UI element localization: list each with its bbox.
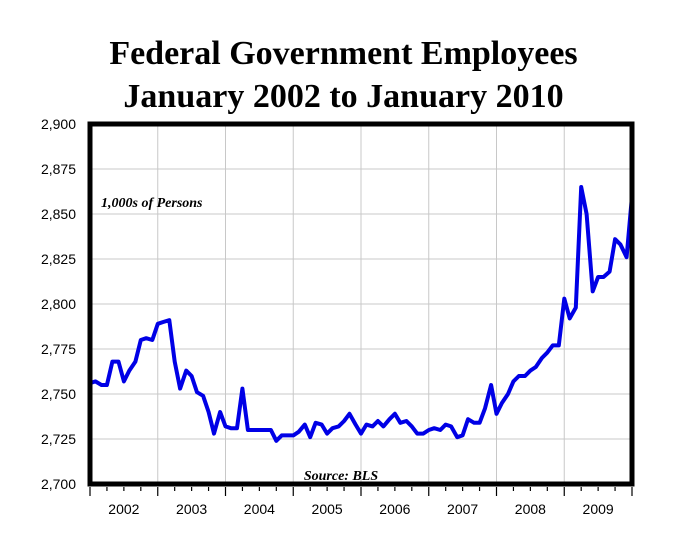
y-tick-label: 2,875 <box>41 161 76 177</box>
series-layer <box>88 185 634 443</box>
y-tick-label: 2,725 <box>41 431 76 447</box>
y-tick-label: 2,775 <box>41 341 76 357</box>
y-axis: 2,700 2,725 2,750 2,775 2,800 2,825 2,850 2,875… <box>41 116 76 492</box>
y-tick-label: 2,825 <box>41 251 76 267</box>
y-tick-label: 2,750 <box>41 386 76 402</box>
x-tick-label: 2008 <box>515 501 546 517</box>
x-tick-label: 2002 <box>108 501 139 517</box>
x-tick-label: 2003 <box>176 501 207 517</box>
x-tick-label: 2005 <box>312 501 343 517</box>
y-tick-label: 2,700 <box>41 476 76 492</box>
y-tick-label: 2,900 <box>41 116 76 132</box>
x-tick-label: 2006 <box>379 501 410 517</box>
plot-frame <box>87 121 635 487</box>
y-tick-label: 2,800 <box>41 296 76 312</box>
units-annotation: 1,000s of Persons <box>101 196 203 211</box>
chart-title-line-2: January 2002 to January 2010 <box>123 78 564 115</box>
chart-title: Federal Government Employees January 200… <box>0 32 687 118</box>
grid <box>90 124 632 484</box>
x-tick-label: 2009 <box>583 501 614 517</box>
x-tick-label: 2004 <box>244 501 275 517</box>
chart-title-line-1: Federal Government Employees <box>109 35 578 72</box>
source-annotation: Source: BLS <box>304 469 379 484</box>
y-tick-label: 2,850 <box>41 206 76 222</box>
x-tick-label: 2007 <box>447 501 478 517</box>
x-axis: 2002 2003 2004 2005 2006 2007 2008 2009 <box>89 487 633 517</box>
series-line <box>88 185 634 443</box>
